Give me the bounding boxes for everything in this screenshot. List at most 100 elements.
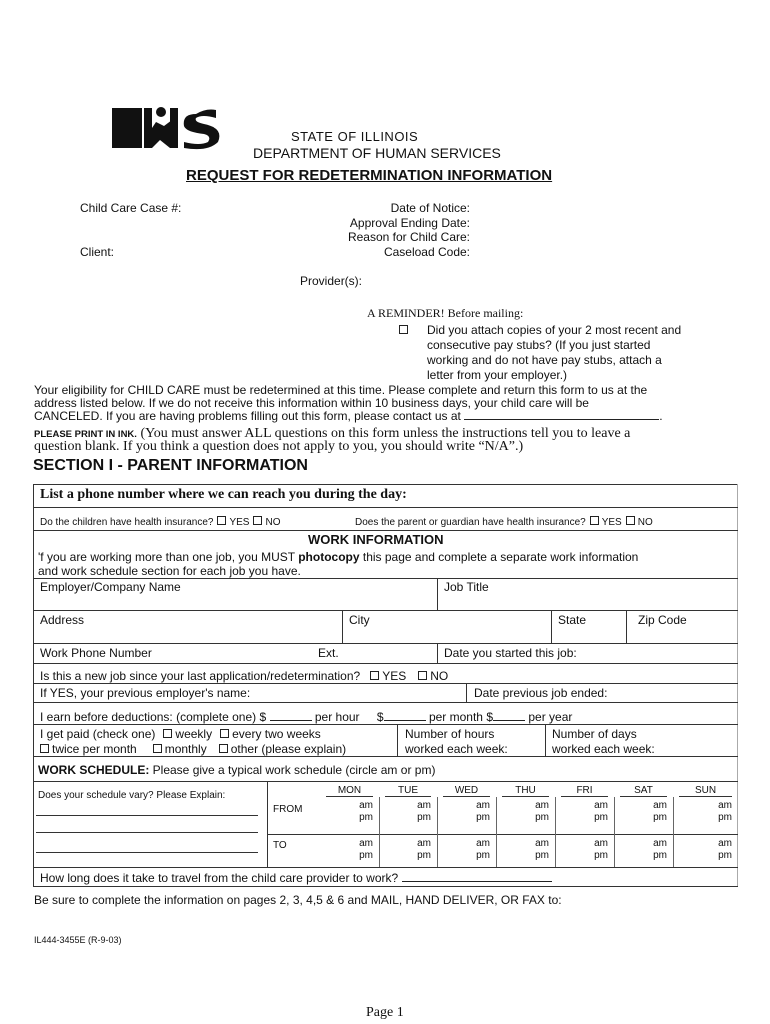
zip-field[interactable]: Zip Code (638, 613, 687, 627)
from-ampm-sat[interactable]: am pm (645, 800, 667, 824)
am-option[interactable]: am (476, 838, 490, 849)
from-ampm-thu[interactable]: am pm (527, 800, 549, 824)
divider (33, 724, 738, 725)
pm-option[interactable]: pm (535, 812, 549, 823)
am-option[interactable]: am (476, 800, 490, 811)
to-ampm-fri[interactable]: am pm (586, 838, 608, 862)
pm-option[interactable]: pm (359, 812, 373, 823)
note-text: 'f you are working more than one job, yo… (38, 550, 299, 564)
print-text: (You must answer ALL questions on this f… (140, 426, 631, 441)
schedule-label-bold: WORK SCHEDULE: (38, 763, 150, 777)
to-ampm-tue[interactable]: am pm (409, 838, 431, 862)
ext-field[interactable]: Ext. (318, 646, 339, 660)
travel-blank[interactable] (401, 881, 552, 882)
per-month-blank[interactable] (383, 720, 426, 721)
city-field[interactable]: City (349, 613, 370, 627)
client-label: Client: (80, 245, 115, 259)
schedule-label: WORK SCHEDULE: Please give a typical wor… (38, 763, 435, 777)
pm-option[interactable]: pm (594, 850, 608, 861)
monthly-checkbox[interactable] (152, 744, 162, 753)
pm-option[interactable]: pm (653, 850, 667, 861)
reminder-checkbox[interactable] (399, 325, 408, 334)
am-option[interactable]: am (594, 800, 608, 811)
am-option[interactable]: am (653, 800, 667, 811)
am-option[interactable]: am (653, 838, 667, 849)
to-ampm-sat[interactable]: am pm (645, 838, 667, 862)
from-ampm-wed[interactable]: am pm (468, 800, 490, 824)
no-label: NO (430, 669, 449, 683)
per-hour-blank[interactable] (269, 720, 312, 721)
from-ampm-sun[interactable]: am pm (710, 800, 732, 824)
am-option[interactable]: am (718, 838, 732, 849)
to-ampm-mon[interactable]: am pm (351, 838, 373, 862)
am-option[interactable]: am (594, 838, 608, 849)
new-job-no-checkbox[interactable] (418, 671, 428, 680)
pm-option[interactable]: pm (653, 812, 667, 823)
pm-option[interactable]: pm (535, 850, 549, 861)
children-insurance-no-checkbox[interactable] (253, 516, 263, 525)
per-year-blank[interactable] (493, 720, 525, 721)
monthly-label: monthly (164, 742, 207, 756)
every-two-weeks-checkbox[interactable] (220, 729, 230, 738)
earnings-row: I earn before deductions: (complete one)… (40, 710, 572, 724)
print-instructions: PLEASE PRINT IN INK. (You must answer AL… (34, 426, 631, 454)
pm-option[interactable]: pm (718, 812, 732, 823)
from-ampm-mon[interactable]: am pm (351, 800, 373, 824)
phone-field[interactable]: List a phone number where we can reach y… (40, 487, 407, 502)
divider (545, 724, 546, 756)
days-field[interactable]: Number of days worked each week: (552, 727, 655, 757)
other-checkbox[interactable] (218, 744, 228, 753)
yes-label: YES (601, 517, 622, 528)
parent-insurance-label: Does the parent or guardian have health … (355, 517, 586, 528)
pm-option[interactable]: pm (594, 812, 608, 823)
to-ampm-sun[interactable]: am pm (710, 838, 732, 862)
explain-line[interactable] (36, 832, 258, 833)
am-option[interactable]: am (535, 838, 549, 849)
to-ampm-wed[interactable]: am pm (468, 838, 490, 862)
am-option[interactable]: am (359, 838, 373, 849)
am-option[interactable]: am (535, 800, 549, 811)
pm-option[interactable]: pm (417, 812, 431, 823)
am-option[interactable]: am (359, 800, 373, 811)
am-option[interactable]: am (417, 800, 431, 811)
divider (437, 643, 438, 663)
from-ampm-fri[interactable]: am pm (586, 800, 608, 824)
date-started-field[interactable]: Date you started this job: (444, 646, 577, 660)
pm-option[interactable]: pm (476, 850, 490, 861)
explain-line[interactable] (36, 852, 258, 853)
children-insurance-yes-checkbox[interactable] (217, 516, 227, 525)
work-phone-field[interactable]: Work Phone Number (40, 646, 152, 660)
weekly-checkbox[interactable] (163, 729, 173, 738)
children-insurance-label: Do the children have health insurance? (40, 517, 214, 528)
page-title: REQUEST FOR REDETERMINATION INFORMATION (186, 167, 553, 184)
prev-ended-field[interactable]: Date previous job ended: (474, 686, 608, 700)
state-field[interactable]: State (558, 613, 587, 627)
parent-insurance: Does the parent or guardian have health … (355, 516, 653, 528)
new-job-yes-checkbox[interactable] (370, 671, 380, 680)
twice-per-month-checkbox[interactable] (40, 744, 49, 753)
am-option[interactable]: am (417, 838, 431, 849)
pm-option[interactable]: pm (476, 812, 490, 823)
reason-label: Reason for Child Care: (347, 230, 470, 245)
from-ampm-tue[interactable]: am pm (409, 800, 431, 824)
employer-field[interactable]: Employer/Company Name (40, 580, 181, 594)
divider (614, 797, 615, 867)
divider (33, 756, 738, 757)
days-label: Number of days (552, 727, 637, 741)
parent-insurance-yes-checkbox[interactable] (589, 516, 599, 525)
hours-field[interactable]: Number of hours worked each week: (405, 727, 508, 757)
pm-option[interactable]: pm (359, 850, 373, 861)
to-ampm-thu[interactable]: am pm (527, 838, 549, 862)
address-field[interactable]: Address (40, 613, 85, 627)
am-option[interactable]: am (718, 800, 732, 811)
day-header-tue: TUE (385, 785, 431, 797)
explain-line[interactable] (36, 815, 258, 816)
job-title-field[interactable]: Job Title (444, 580, 489, 594)
pm-option[interactable]: pm (417, 850, 431, 861)
parent-insurance-no-checkbox[interactable] (625, 516, 635, 525)
page-number: Page 1 (366, 1005, 404, 1020)
prev-employer-field[interactable]: If YES, your previous employer's name: (40, 686, 251, 700)
department-name: DEPARTMENT OF HUMAN SERVICES (253, 145, 501, 161)
per-hour-label: per hour (314, 710, 360, 724)
pm-option[interactable]: pm (718, 850, 732, 861)
